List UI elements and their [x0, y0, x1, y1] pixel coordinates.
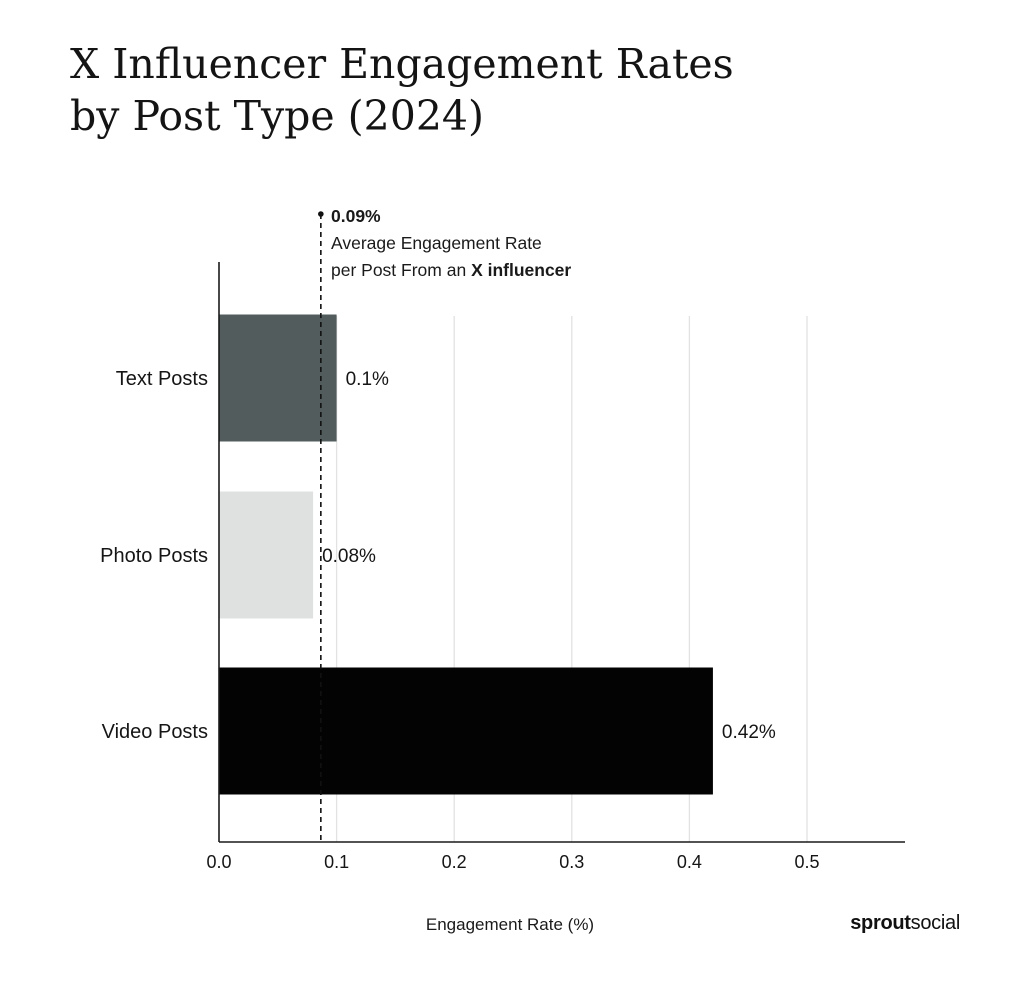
data-label-0: 0.1%: [346, 369, 389, 390]
average-value-label: 0.09%: [331, 206, 381, 226]
x-tick-label-4: 0.4: [677, 852, 702, 872]
average-reference-dot: [318, 211, 324, 217]
brand-logo-bold: sprout: [850, 912, 911, 934]
average-annotation: 0.09% Average Engagement Rate per Post F…: [331, 203, 571, 284]
x-tick-label-5: 0.5: [794, 852, 819, 872]
bar-1: [219, 491, 314, 619]
x-tick-label-0: 0.0: [206, 852, 231, 872]
brand-logo: sproutsocial: [850, 912, 960, 935]
x-tick-label-2: 0.2: [442, 852, 467, 872]
average-annotation-line-2-bold: X influencer: [471, 260, 572, 280]
category-label-1: Photo Posts: [100, 545, 208, 567]
category-label-0: Text Posts: [116, 368, 208, 390]
average-annotation-line-2: per Post From an X influencer: [331, 257, 571, 284]
x-tick-label-1: 0.1: [324, 852, 349, 872]
data-label-1: 0.08%: [322, 546, 376, 567]
bar-0: [219, 314, 337, 442]
x-tick-label-3: 0.3: [559, 852, 584, 872]
chart-title-line-1: X Influencer Engagement Rates: [70, 40, 734, 88]
bar-2: [219, 667, 713, 795]
brand-logo-light: social: [910, 912, 961, 934]
chart-title-line-2: by Post Type (2024): [70, 92, 484, 140]
chart-title: X Influencer Engagement Rates by Post Ty…: [70, 38, 970, 142]
x-axis-title: Engagement Rate (%): [425, 915, 595, 934]
data-label-2: 0.42%: [722, 722, 776, 743]
category-label-2: Video Posts: [102, 721, 208, 743]
average-annotation-line-1: Average Engagement Rate: [331, 233, 542, 253]
average-annotation-line-2-prefix: per Post From an: [331, 260, 472, 280]
